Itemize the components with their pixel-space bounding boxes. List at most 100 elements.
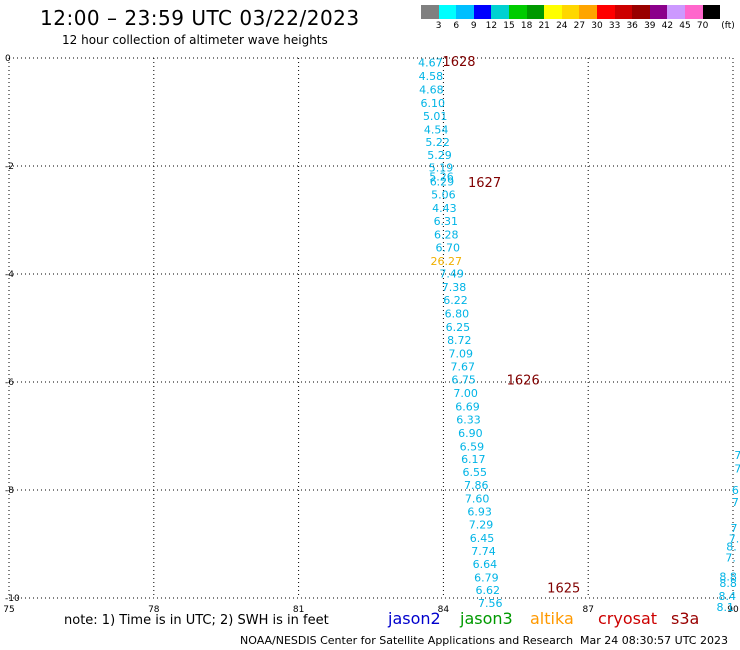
wave-height-value-edge: 8.8 [719,570,737,583]
color-swatch [702,5,721,19]
color-swatch [456,5,474,19]
color-scale-label: 21 [538,21,550,31]
color-scale-label: 24 [556,21,568,31]
color-scale-label: 39 [644,21,656,31]
wave-height-value-edge: 8. [726,541,737,554]
color-swatch [649,5,668,19]
satellite-legend-jason2: jason2 [388,609,441,628]
lat-tick-label: -4 [5,270,14,280]
wave-height-value: 5.06 [431,189,456,202]
map-title: 12:00 – 23:59 UTC 03/22/2023 [40,6,360,30]
wave-height-value: 4.43 [432,202,457,215]
wave-height-value: 4.67 [418,56,443,69]
color-swatch [561,5,580,19]
wave-height-value: 6.75 [451,373,476,386]
wave-height-value-edge: 8.1 [717,601,735,614]
wave-height-value: 6.33 [456,413,481,426]
wave-height-value: 7.00 [453,387,478,400]
wave-height-value: 6.80 [445,307,470,320]
wave-height-value: 6.59 [460,440,485,453]
wave-height-value: 6.69 [455,400,480,413]
wave-height-value: 8.72 [447,334,472,347]
color-scale-label: 15 [503,21,515,31]
time-label: 1627 [468,176,501,191]
wave-height-value-edge: 7 [732,496,739,509]
color-scale-label: 33 [608,21,621,31]
lon-tick-label: 81 [293,605,304,615]
lat-tick-label: -8 [5,486,14,496]
note-text: note: 1) Time is in UTC; 2) SWH is in fe… [64,613,329,628]
color-scale-label: 3 [435,21,442,31]
wave-height-value: 6.64 [473,558,498,571]
wave-height-value: 5.01 [423,110,448,123]
wave-height-value: 6.55 [463,466,488,479]
wave-height-value: 26.27 [431,255,463,268]
color-scale-label: 45 [679,21,691,31]
color-scale-labels: 3 6 9 12 15 18 21 24 27 30 33 36 39 42 45 70 (ft) [421,21,740,35]
color-swatch [579,5,597,19]
color-scale-label: 42 [661,21,674,31]
color-swatch [508,5,527,19]
wave-height-value: 4.54 [424,123,449,136]
color-scale-label: 9 [470,21,477,31]
color-swatch [632,5,650,19]
lat-tick-label: -10 [5,594,20,604]
wave-height-value-edge: 7. [729,533,740,546]
color-scale-label: 18 [520,21,533,31]
wave-height-value: 5.22 [425,136,450,149]
wave-height-value: 6.62 [476,584,501,597]
lon-tick-label: 78 [148,605,160,615]
wave-height-value: 6.17 [461,453,486,466]
wave-height-value-edge: 7 [734,462,740,475]
time-label: 1626 [507,373,540,388]
color-swatch [526,5,545,19]
wave-height-value: 7.49 [439,267,464,280]
lon-tick-label: 84 [438,605,450,615]
wave-height-value: 6.28 [434,229,459,242]
wave-height-value: 7.86 [464,479,489,492]
color-swatch [438,5,457,19]
wave-height-value-edge: 7 [730,522,737,535]
wave-height-value: 6.93 [467,506,492,519]
wave-height-value: 7.38 [442,281,467,294]
wave-height-value: 5.29 [427,149,452,162]
wave-height-value: 7.60 [465,493,490,506]
lat-tick-label: -2 [5,162,14,172]
lon-tick-label: 90 [727,605,739,615]
wave-height-value: 7.56 [478,597,503,610]
wave-height-value: 6.45 [470,532,495,545]
wave-height-value: 7.09 [449,347,474,360]
color-swatch [473,5,492,19]
color-swatch [544,5,562,19]
wave-height-value: 6.70 [435,242,460,255]
color-scale-label: 27 [573,21,586,31]
wave-height-value: 6.79 [474,571,499,584]
wave-height-value-edge: 8.8 [719,577,737,590]
wave-height-value: 6.90 [458,427,483,440]
satellite-legend-jason3: jason3 [460,609,513,628]
wave-height-value-edge: 8.4 [718,590,736,603]
color-swatch [667,5,685,19]
wave-height-value-edge: 7. [725,552,736,565]
color-scale-label: 30 [591,21,603,31]
wave-height-value: 5.19 [429,162,454,175]
satellite-legend-altika: altika [530,609,574,628]
wave-height-value: 6.29 [430,176,455,189]
lat-tick-label: 0 [5,54,11,64]
color-swatch [614,5,633,19]
color-scale-label: 70 [696,21,709,31]
wave-height-value: 7.74 [471,545,496,558]
time-label: 1625 [547,582,580,597]
map-subtitle: 12 hour collection of altimeter wave hei… [62,33,328,47]
color-swatch [421,5,439,19]
credit-text: NOAA/NESDIS Center for Satellite Applica… [240,634,574,647]
wave-height-value: 5.26 [429,170,454,183]
lon-tick-label: 87 [582,605,593,615]
wave-height-value-edge: 7 [734,449,740,462]
wave-height-value-edge: 6 [732,484,739,497]
color-scale-label: 6 [453,21,460,31]
wave-height-value: 6.31 [434,215,459,228]
color-scale-label: 36 [626,21,638,31]
color-swatch [596,5,615,19]
